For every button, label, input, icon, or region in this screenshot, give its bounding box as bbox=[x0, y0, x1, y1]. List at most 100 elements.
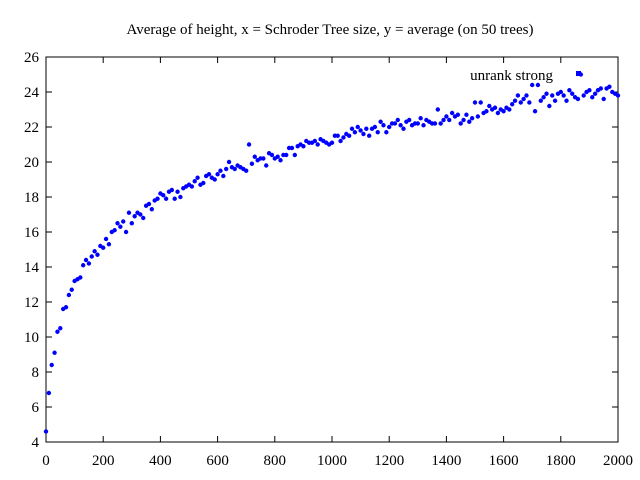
data-point bbox=[598, 86, 604, 91]
data-point bbox=[387, 124, 392, 130]
data-point bbox=[103, 236, 109, 242]
data-point bbox=[378, 119, 383, 124]
x-tick-label: 0 bbox=[42, 453, 50, 469]
data-point bbox=[372, 124, 378, 130]
data-point bbox=[541, 95, 546, 100]
data-point bbox=[80, 263, 86, 268]
data-point bbox=[252, 154, 257, 159]
data-point bbox=[475, 114, 481, 119]
data-point bbox=[264, 163, 269, 168]
x-tick-label: 1600 bbox=[489, 453, 519, 469]
data-point bbox=[478, 100, 483, 105]
scatter-points bbox=[43, 72, 621, 434]
x-tick-label: 1000 bbox=[317, 453, 347, 469]
data-point bbox=[567, 88, 572, 93]
y-tick-label: 16 bbox=[24, 225, 40, 241]
data-point bbox=[172, 196, 177, 201]
data-point bbox=[112, 228, 117, 233]
legend-marker bbox=[576, 71, 581, 76]
data-point bbox=[292, 152, 298, 158]
data-point bbox=[78, 275, 83, 280]
data-point bbox=[527, 100, 532, 105]
data-point bbox=[521, 96, 526, 102]
data-point bbox=[581, 93, 586, 98]
x-tick-label: 800 bbox=[264, 453, 287, 469]
y-tick-label: 8 bbox=[32, 365, 40, 381]
data-point bbox=[407, 117, 412, 123]
y-tick-label: 14 bbox=[24, 260, 40, 276]
data-point bbox=[547, 103, 552, 109]
data-point bbox=[43, 429, 49, 434]
data-point bbox=[518, 100, 523, 105]
data-point bbox=[192, 179, 197, 184]
data-point bbox=[530, 82, 535, 88]
data-point bbox=[392, 121, 398, 126]
data-point bbox=[544, 91, 549, 96]
y-tick-label: 12 bbox=[24, 295, 39, 311]
y-tick-label: 20 bbox=[24, 155, 39, 171]
data-point bbox=[123, 229, 129, 235]
data-point bbox=[201, 180, 206, 186]
chart-title: Average of height, x = Schroder Tree siz… bbox=[127, 22, 534, 38]
data-point bbox=[212, 177, 217, 182]
data-point bbox=[155, 196, 160, 201]
data-point bbox=[66, 292, 72, 298]
data-point bbox=[195, 175, 200, 180]
data-point bbox=[275, 154, 280, 159]
data-point bbox=[63, 305, 69, 310]
data-point bbox=[141, 215, 146, 221]
x-tick-label: 1800 bbox=[546, 453, 576, 469]
data-point bbox=[444, 114, 449, 119]
data-point bbox=[149, 207, 155, 212]
data-point bbox=[52, 350, 57, 355]
data-point bbox=[132, 214, 137, 219]
data-point bbox=[512, 98, 518, 103]
data-point bbox=[421, 123, 426, 128]
data-point bbox=[49, 362, 54, 368]
data-point bbox=[615, 93, 621, 98]
data-point bbox=[69, 287, 74, 292]
data-point bbox=[301, 144, 306, 149]
data-point bbox=[575, 96, 581, 102]
data-point bbox=[564, 98, 569, 103]
data-point bbox=[226, 159, 232, 165]
data-point bbox=[532, 109, 538, 114]
y-tick-label: 10 bbox=[24, 330, 39, 346]
data-point bbox=[83, 257, 89, 263]
data-point bbox=[115, 221, 120, 226]
data-point bbox=[101, 245, 106, 250]
data-point bbox=[401, 126, 406, 131]
x-tick-label: 1400 bbox=[431, 453, 461, 469]
plot-axes: 0 200 400 600 800 1000 1200 1400 1600 1800 2000 4 6 8… bbox=[24, 50, 633, 469]
data-point bbox=[289, 145, 295, 151]
data-point bbox=[95, 252, 100, 257]
data-point bbox=[352, 130, 358, 135]
data-point bbox=[550, 93, 555, 98]
data-point bbox=[58, 326, 63, 331]
data-point bbox=[341, 135, 346, 140]
data-point bbox=[118, 224, 123, 229]
data-point bbox=[249, 161, 255, 166]
data-point bbox=[464, 112, 469, 117]
data-point bbox=[223, 166, 229, 172]
legend: unrank strong bbox=[470, 68, 581, 84]
data-point bbox=[161, 193, 166, 198]
data-point bbox=[206, 172, 212, 177]
data-point bbox=[435, 107, 441, 112]
data-point bbox=[329, 140, 335, 145]
data-point bbox=[492, 105, 498, 110]
data-point bbox=[469, 116, 475, 121]
data-point bbox=[349, 126, 355, 131]
data-point bbox=[364, 126, 369, 131]
data-point bbox=[552, 98, 558, 103]
y-tick-label: 26 bbox=[24, 50, 40, 66]
data-point bbox=[558, 89, 563, 95]
data-point bbox=[455, 112, 461, 117]
x-tick-label: 200 bbox=[92, 453, 115, 469]
data-point bbox=[55, 329, 60, 334]
data-point bbox=[315, 142, 320, 147]
data-point bbox=[355, 124, 360, 130]
data-point bbox=[189, 184, 195, 189]
data-point bbox=[381, 123, 386, 128]
data-point bbox=[46, 390, 52, 396]
